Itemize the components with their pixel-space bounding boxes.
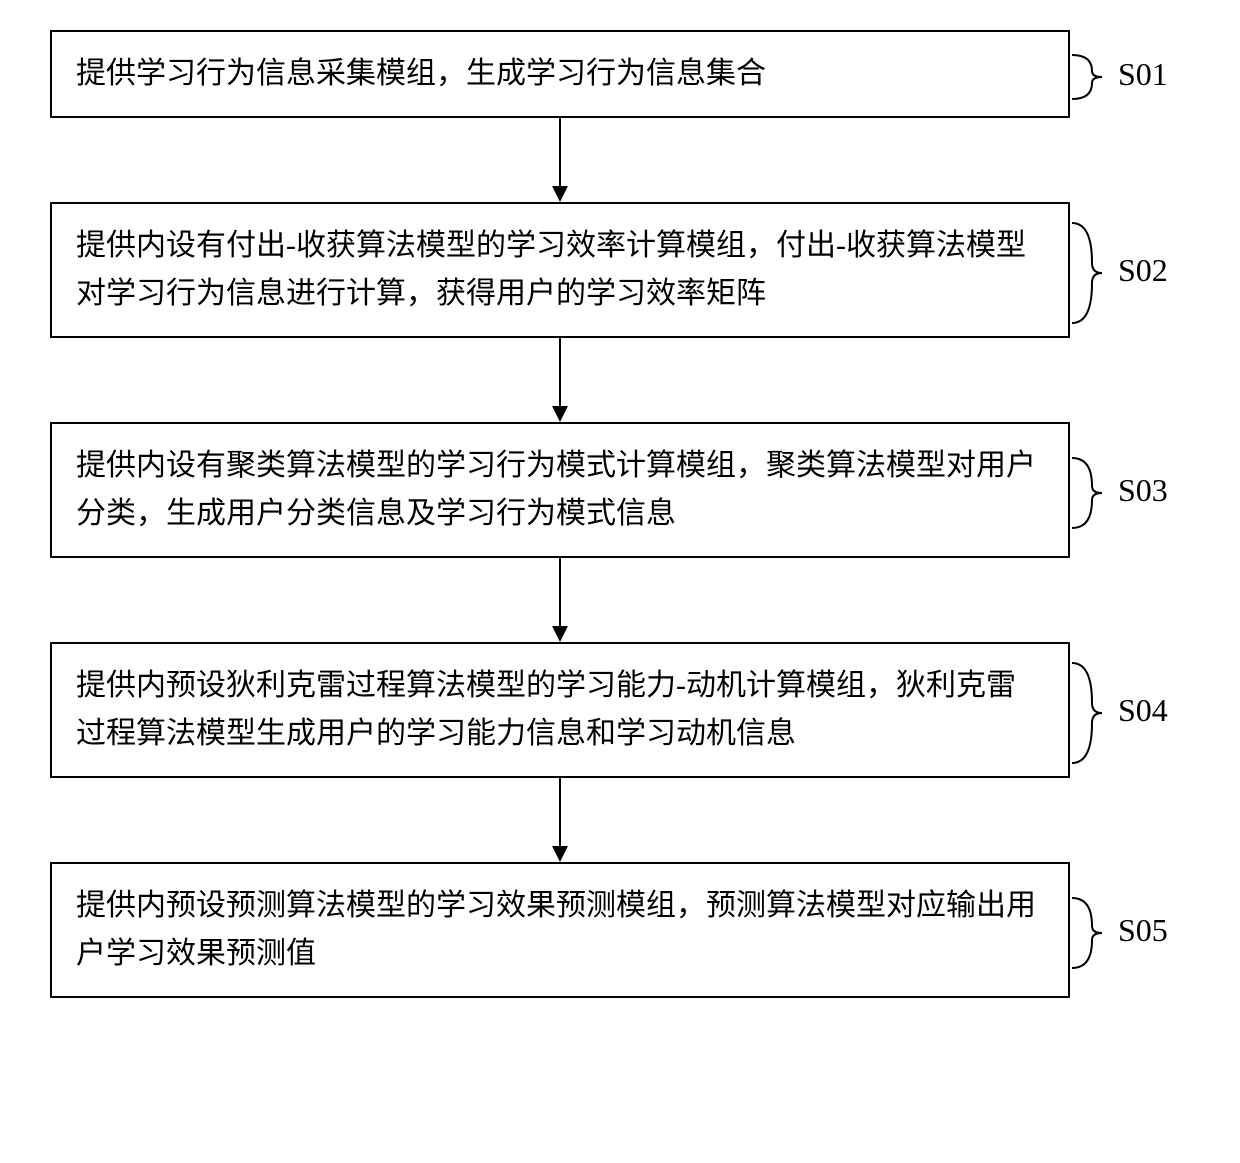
step-row: 提供内设有聚类算法模型的学习行为模式计算模组，聚类算法模型对用户分类，生成用户分… (50, 422, 1190, 558)
step-text: 提供内设有聚类算法模型的学习行为模式计算模组，聚类算法模型对用户分类，生成用户分… (76, 449, 1036, 530)
step-text: 提供内预设预测算法模型的学习效果预测模组，预测算法模型对应输出用户学习效果预测值 (76, 889, 1036, 970)
flowchart-container: 提供学习行为信息采集模组，生成学习行为信息集合 S01 提供内设有付出-收获算法… (50, 30, 1190, 998)
brace-icon (1070, 47, 1110, 107)
step-label: S05 (1118, 912, 1168, 949)
arrow-down-icon (50, 778, 1070, 862)
step-text: 提供内预设狄利克雷过程算法模型的学习能力-动机计算模组，狄利克雷过程算法模型生成… (76, 669, 1016, 750)
arrow-down-icon (50, 558, 1070, 642)
brace-icon (1070, 888, 1110, 978)
step-row: 提供内预设狄利克雷过程算法模型的学习能力-动机计算模组，狄利克雷过程算法模型生成… (50, 642, 1190, 778)
step-box-s04: 提供内预设狄利克雷过程算法模型的学习能力-动机计算模组，狄利克雷过程算法模型生成… (50, 642, 1070, 778)
step-box-s03: 提供内设有聚类算法模型的学习行为模式计算模组，聚类算法模型对用户分类，生成用户分… (50, 422, 1070, 558)
step-box-s01: 提供学习行为信息采集模组，生成学习行为信息集合 (50, 30, 1070, 118)
step-box-s02: 提供内设有付出-收获算法模型的学习效率计算模组，付出-收获算法模型对学习行为信息… (50, 202, 1070, 338)
arrow-down-icon (50, 118, 1070, 202)
step-label: S04 (1118, 692, 1168, 729)
brace-icon (1070, 448, 1110, 538)
step-label: S02 (1118, 252, 1168, 289)
arrow-down-icon (50, 338, 1070, 422)
brace-icon (1070, 213, 1110, 333)
brace-icon (1070, 653, 1110, 773)
step-label: S03 (1118, 472, 1168, 509)
step-text: 提供学习行为信息采集模组，生成学习行为信息集合 (76, 57, 766, 90)
step-box-s05: 提供内预设预测算法模型的学习效果预测模组，预测算法模型对应输出用户学习效果预测值 (50, 862, 1070, 998)
step-row: 提供内设有付出-收获算法模型的学习效率计算模组，付出-收获算法模型对学习行为信息… (50, 202, 1190, 338)
step-text: 提供内设有付出-收获算法模型的学习效率计算模组，付出-收获算法模型对学习行为信息… (76, 229, 1026, 310)
step-label: S01 (1118, 56, 1168, 93)
step-row: 提供学习行为信息采集模组，生成学习行为信息集合 S01 (50, 30, 1190, 118)
step-row: 提供内预设预测算法模型的学习效果预测模组，预测算法模型对应输出用户学习效果预测值… (50, 862, 1190, 998)
